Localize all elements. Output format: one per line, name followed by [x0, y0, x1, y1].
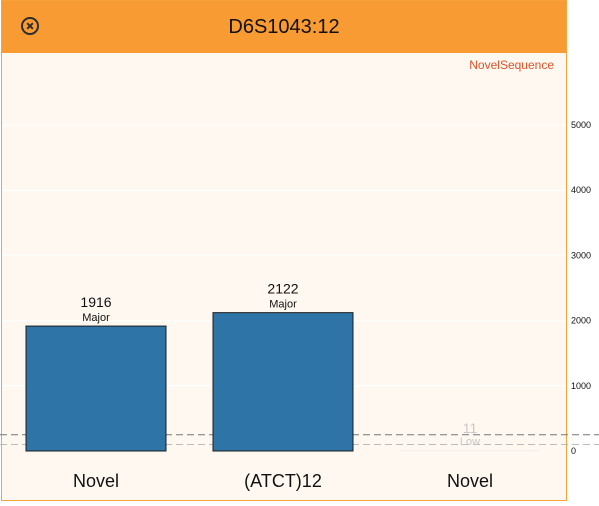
- y-tick-label: 2000: [571, 316, 591, 326]
- category-label: Novel: [73, 471, 119, 491]
- bar-value: 1916: [80, 294, 111, 310]
- y-tick-label: 0: [571, 446, 576, 456]
- category-label: (ATCT)12: [244, 471, 322, 491]
- legend-label: NovelSequence: [469, 58, 554, 72]
- y-tick-label: 4000: [571, 185, 591, 195]
- bar: [212, 312, 354, 452]
- window-title: D6S1043:12: [228, 16, 340, 38]
- close-icon[interactable]: [21, 17, 39, 35]
- bar-annotation: Major: [269, 299, 297, 311]
- bar-annotation: Low: [460, 436, 480, 448]
- bar: [25, 325, 167, 452]
- category-labels: Novel (ATCT)12 Novel: [73, 471, 493, 491]
- title-bar: D6S1043:12: [2, 1, 566, 53]
- bar: [400, 450, 540, 452]
- y-tick-label: 1000: [571, 381, 591, 391]
- category-label: Novel: [447, 471, 493, 491]
- bar-value: 11: [463, 420, 478, 436]
- y-tick-label: 3000: [571, 250, 591, 260]
- bars: [25, 312, 540, 452]
- bar-value: 2122: [267, 281, 298, 297]
- y-tick-label: 5000: [571, 120, 591, 130]
- y-axis-ticks: 0 1000 2000 3000 4000 5000: [571, 120, 591, 456]
- bar-annotation: Major: [82, 312, 110, 324]
